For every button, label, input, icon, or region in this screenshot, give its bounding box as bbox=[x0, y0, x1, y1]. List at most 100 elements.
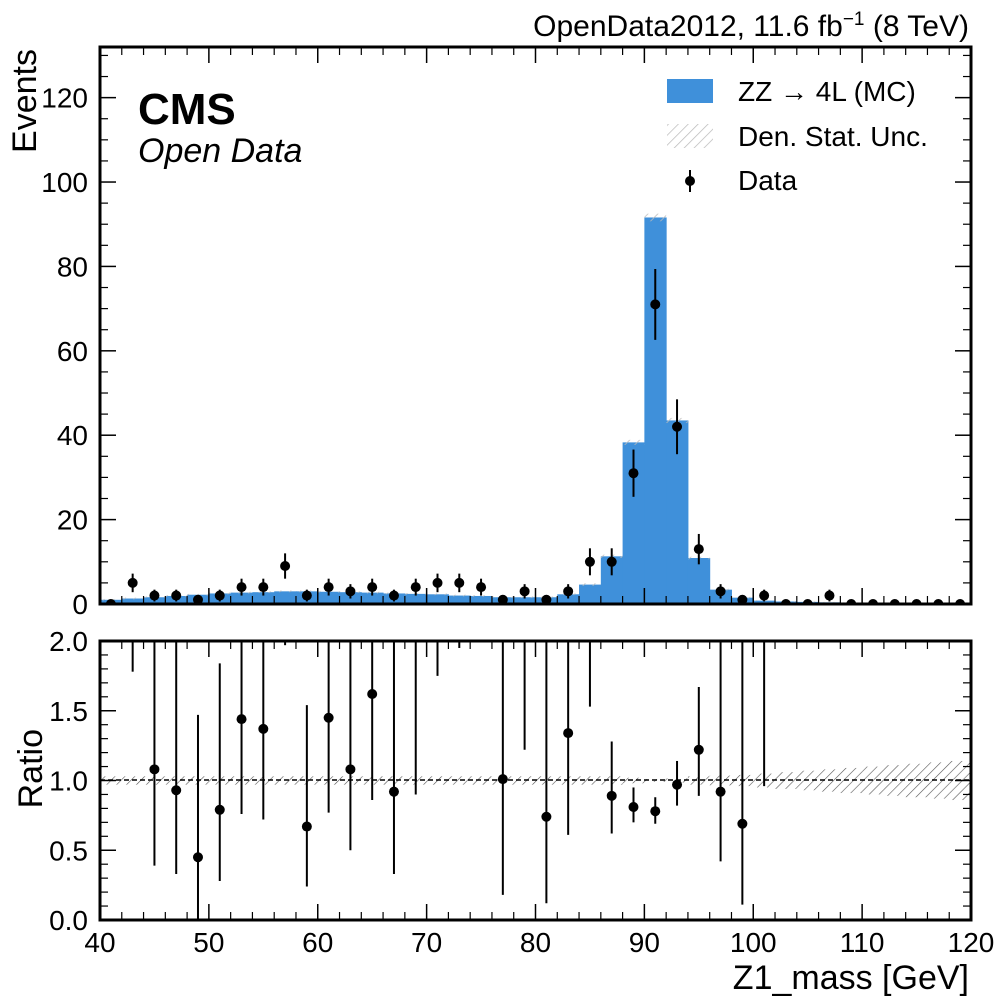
data-point bbox=[541, 594, 552, 604]
luminosity-header-main: OpenData2012, 11.6 fb bbox=[533, 10, 843, 43]
mc-bar bbox=[404, 593, 428, 604]
ratio-band-segment bbox=[470, 776, 492, 785]
ratio-point bbox=[541, 811, 552, 822]
mc-uncertainty-segment bbox=[470, 595, 492, 597]
ratio-point bbox=[192, 852, 203, 863]
ratio-band-segment bbox=[622, 777, 645, 784]
main-y-tick-label: 100 bbox=[41, 167, 88, 198]
mc-bar bbox=[513, 597, 536, 604]
data-point bbox=[367, 582, 378, 593]
x-tick-label: 90 bbox=[629, 927, 660, 958]
cms-label: CMS bbox=[138, 85, 236, 134]
mc-uncertainty-segment bbox=[579, 583, 601, 586]
ratio-point bbox=[323, 712, 334, 723]
ratio-point bbox=[628, 802, 639, 813]
ratio-band-segment bbox=[840, 767, 863, 794]
data-point bbox=[323, 582, 334, 593]
ratio-point bbox=[606, 790, 617, 801]
data-point bbox=[454, 577, 465, 588]
x-axis-label: Z1_mass [GeV] bbox=[733, 959, 969, 997]
ratio-point bbox=[258, 723, 269, 734]
mc-bar bbox=[448, 595, 471, 604]
main-y-tick-label: 0 bbox=[72, 589, 88, 620]
ratio-point bbox=[693, 744, 704, 755]
mc-bar bbox=[230, 592, 253, 604]
ratio-y-tick-label: 0.0 bbox=[49, 905, 88, 936]
data-point bbox=[563, 586, 574, 597]
ratio-band-segment bbox=[862, 766, 884, 795]
legend-data-marker bbox=[685, 176, 695, 186]
luminosity-header-sup: −1 bbox=[843, 9, 865, 30]
ratio-point bbox=[715, 786, 726, 797]
legend-swatch-mc bbox=[667, 79, 713, 103]
mc-uncertainty-band bbox=[100, 213, 971, 604]
ratio-points bbox=[131, 641, 766, 920]
ratio-y-tick-label: 1.0 bbox=[49, 766, 88, 797]
ratio-y-tick-label: 0.5 bbox=[49, 835, 88, 866]
ratio-point bbox=[345, 764, 356, 775]
main-plot-frame bbox=[98, 45, 973, 606]
mc-bar bbox=[579, 584, 602, 604]
mc-bar bbox=[753, 600, 776, 604]
ratio-point bbox=[388, 786, 399, 797]
mc-histogram bbox=[100, 217, 971, 604]
legend: ZZ → 4L (MC) Den. Stat. Unc. Data bbox=[667, 76, 928, 196]
main-y-tick-label: 80 bbox=[57, 251, 88, 282]
main-y-tick-labels: 0 20 40 60 80 100 120 bbox=[41, 83, 88, 620]
mc-bar bbox=[557, 594, 580, 604]
data-point bbox=[672, 421, 683, 432]
ratio-point bbox=[236, 714, 247, 725]
data-point bbox=[301, 590, 312, 601]
ratio-point bbox=[301, 821, 312, 832]
x-tick-label: 100 bbox=[730, 927, 777, 958]
mc-bar bbox=[687, 558, 711, 604]
mc-uncertainty-segment bbox=[426, 593, 449, 596]
x-tick-labels: 40 50 60 70 80 90 100 110 120 bbox=[84, 927, 994, 958]
data-point bbox=[519, 586, 530, 597]
data-point bbox=[280, 561, 291, 572]
data-point bbox=[584, 556, 595, 567]
ratio-band-segment bbox=[927, 762, 950, 799]
ratio-point bbox=[563, 728, 574, 739]
data-point bbox=[192, 594, 203, 604]
mc-uncertainty-segment bbox=[274, 590, 296, 593]
data-points bbox=[105, 268, 966, 604]
mc-bar bbox=[317, 591, 341, 604]
x-tick-label: 120 bbox=[948, 927, 995, 958]
data-point bbox=[388, 590, 399, 601]
ratio-point bbox=[497, 774, 508, 785]
mc-bar bbox=[666, 420, 689, 604]
main-y-axis-label: Events bbox=[6, 49, 44, 153]
ratio-point bbox=[171, 785, 182, 796]
data-point bbox=[127, 577, 138, 588]
data-point bbox=[606, 556, 617, 567]
data-point bbox=[345, 586, 356, 597]
main-y-tick-label: 60 bbox=[57, 336, 88, 367]
main-y-tick-label: 120 bbox=[41, 83, 88, 114]
mc-bar bbox=[426, 594, 449, 604]
data-point bbox=[149, 590, 160, 601]
legend-label-mc: ZZ → 4L (MC) bbox=[738, 76, 916, 107]
legend-label-uncertainty: Den. Stat. Unc. bbox=[738, 121, 928, 152]
x-tick-label: 60 bbox=[302, 927, 333, 958]
mc-uncertainty-segment bbox=[187, 593, 209, 596]
ratio-y-axis-label: Ratio bbox=[12, 729, 50, 808]
data-point bbox=[171, 590, 182, 601]
open-data-label: Open Data bbox=[138, 132, 302, 170]
ratio-plot-frame bbox=[98, 639, 973, 922]
mc-bar bbox=[121, 598, 145, 604]
legend-swatch-uncertainty bbox=[667, 124, 713, 148]
data-point bbox=[650, 299, 661, 310]
data-point bbox=[258, 582, 269, 593]
mc-bar bbox=[622, 442, 645, 604]
data-point bbox=[628, 468, 639, 479]
ratio-point bbox=[737, 818, 748, 829]
data-point bbox=[432, 577, 443, 588]
mc-bar bbox=[274, 591, 297, 604]
x-tick-label: 80 bbox=[520, 927, 551, 958]
luminosity-header-tail: (8 TeV) bbox=[865, 10, 970, 43]
main-y-tick-label: 20 bbox=[57, 505, 88, 536]
data-point bbox=[410, 582, 421, 593]
mc-uncertainty-segment bbox=[644, 213, 667, 222]
